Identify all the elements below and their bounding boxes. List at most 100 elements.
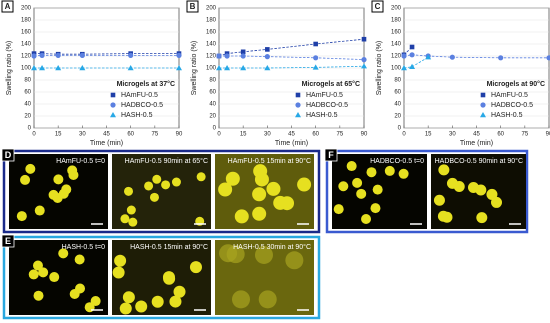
y-tick-label: 200: [391, 6, 402, 12]
panel-letter: C: [375, 2, 381, 11]
y-tick-label: 20: [24, 114, 31, 120]
series-line: [403, 56, 429, 69]
legend-marker: [110, 112, 116, 118]
microgel: [49, 272, 60, 283]
panel-letter: B: [190, 2, 196, 11]
legend-title: Microgels at 65°C: [302, 80, 360, 88]
data-point: [240, 49, 246, 55]
microgel: [333, 204, 344, 215]
data-point: [264, 65, 271, 71]
legend-label: HADBCO-0.5: [306, 102, 348, 109]
y-tick-label: 100: [21, 66, 32, 72]
microgel: [169, 295, 182, 308]
data-point: [216, 65, 222, 71]
panel-letter: E: [5, 236, 11, 246]
data-point: [31, 53, 37, 59]
y-tick-label: 160: [391, 30, 402, 36]
legend-marker: [480, 92, 486, 98]
microgel: [258, 290, 277, 309]
data-point: [79, 65, 86, 71]
legend-label: HASH-0.5: [121, 112, 153, 119]
microgel: [58, 248, 69, 259]
microgel: [266, 181, 281, 196]
x-tick-label: 15: [55, 132, 62, 138]
data-point: [449, 54, 455, 60]
microgel: [252, 187, 267, 202]
data-point: [401, 65, 407, 71]
microgel: [25, 163, 36, 174]
y-tick-label: 40: [394, 102, 401, 108]
legend-label: HAmFU-0.5: [491, 92, 528, 99]
legend-marker: [295, 102, 301, 108]
legend-label: HAmFU-0.5: [306, 92, 343, 99]
panel-letter-box: [186, 0, 199, 13]
microgel: [189, 261, 202, 274]
legend-marker: [480, 102, 486, 108]
y-tick-label: 60: [209, 90, 216, 96]
x-tick-label: 30: [449, 132, 456, 138]
image-label: HAmFU-0.5 t=0: [56, 158, 105, 165]
y-tick-label: 60: [394, 90, 401, 96]
x-tick-label: 90: [176, 132, 183, 138]
microgel: [144, 181, 154, 191]
image-label: HADBCO-0.5 t=0: [370, 158, 424, 165]
microgel: [486, 188, 498, 200]
x-tick-label: 75: [336, 132, 343, 138]
data-point: [409, 52, 415, 58]
microgel: [398, 168, 409, 179]
image-label: HASH-0.5 15min at 90°C: [130, 243, 208, 251]
series-line: [33, 55, 179, 57]
microgel: [38, 267, 49, 278]
microgel: [124, 186, 134, 196]
x-tick-label: 60: [127, 132, 134, 138]
series-line: [219, 55, 365, 60]
legend-label: HADBCO-0.5: [491, 102, 533, 109]
y-tick-label: 80: [24, 78, 31, 84]
y-tick-label: 120: [391, 54, 402, 60]
y-tick-label: 120: [21, 54, 32, 60]
y-tick-label: 80: [209, 78, 216, 84]
y-tick-label: 200: [21, 6, 32, 12]
y-axis-label: Swelling ratio (%): [6, 41, 13, 95]
microgel: [366, 167, 377, 178]
microgel: [161, 180, 171, 190]
microgel: [225, 171, 240, 186]
x-tick-label: 45: [288, 132, 295, 138]
x-axis-label: Time (min): [90, 140, 123, 147]
series-line: [218, 38, 365, 57]
panel-letter-box: [1, 148, 15, 162]
y-tick-label: 60: [24, 90, 31, 96]
microgel: [32, 260, 43, 271]
x-tick-label: 90: [361, 132, 368, 138]
data-point: [313, 55, 319, 61]
y-tick-label: 160: [21, 30, 32, 36]
y-tick-label: 100: [391, 66, 402, 72]
microgel: [126, 205, 136, 215]
data-point: [127, 65, 134, 71]
data-point: [425, 54, 432, 60]
legend-marker: [480, 112, 486, 118]
microgel: [69, 289, 80, 300]
x-tick-label: 15: [425, 132, 432, 138]
microgel: [74, 254, 85, 265]
microgel: [151, 295, 164, 308]
microgel: [491, 196, 503, 208]
microgel: [433, 194, 445, 206]
y-tick-label: 180: [391, 18, 402, 24]
x-axis-label: Time (min): [275, 140, 308, 147]
y-tick-label: 0: [398, 126, 402, 132]
panel-letter-box: [371, 0, 384, 13]
panel-letter: D: [5, 150, 12, 160]
legend-marker: [110, 102, 116, 108]
series-line: [403, 54, 549, 59]
legend-label: HAmFU-0.5: [121, 92, 158, 99]
microgel: [152, 174, 162, 184]
x-tick-label: 75: [521, 132, 528, 138]
image-label: HASH-0.5 t=0: [62, 244, 105, 251]
y-axis-label: Swelling ratio (%): [191, 41, 198, 95]
legend-label: HADBCO-0.5: [121, 102, 163, 109]
y-tick-label: 0: [213, 126, 217, 132]
microgel: [122, 291, 135, 304]
legend-marker: [110, 92, 116, 98]
panel-letter-box: [324, 148, 338, 162]
